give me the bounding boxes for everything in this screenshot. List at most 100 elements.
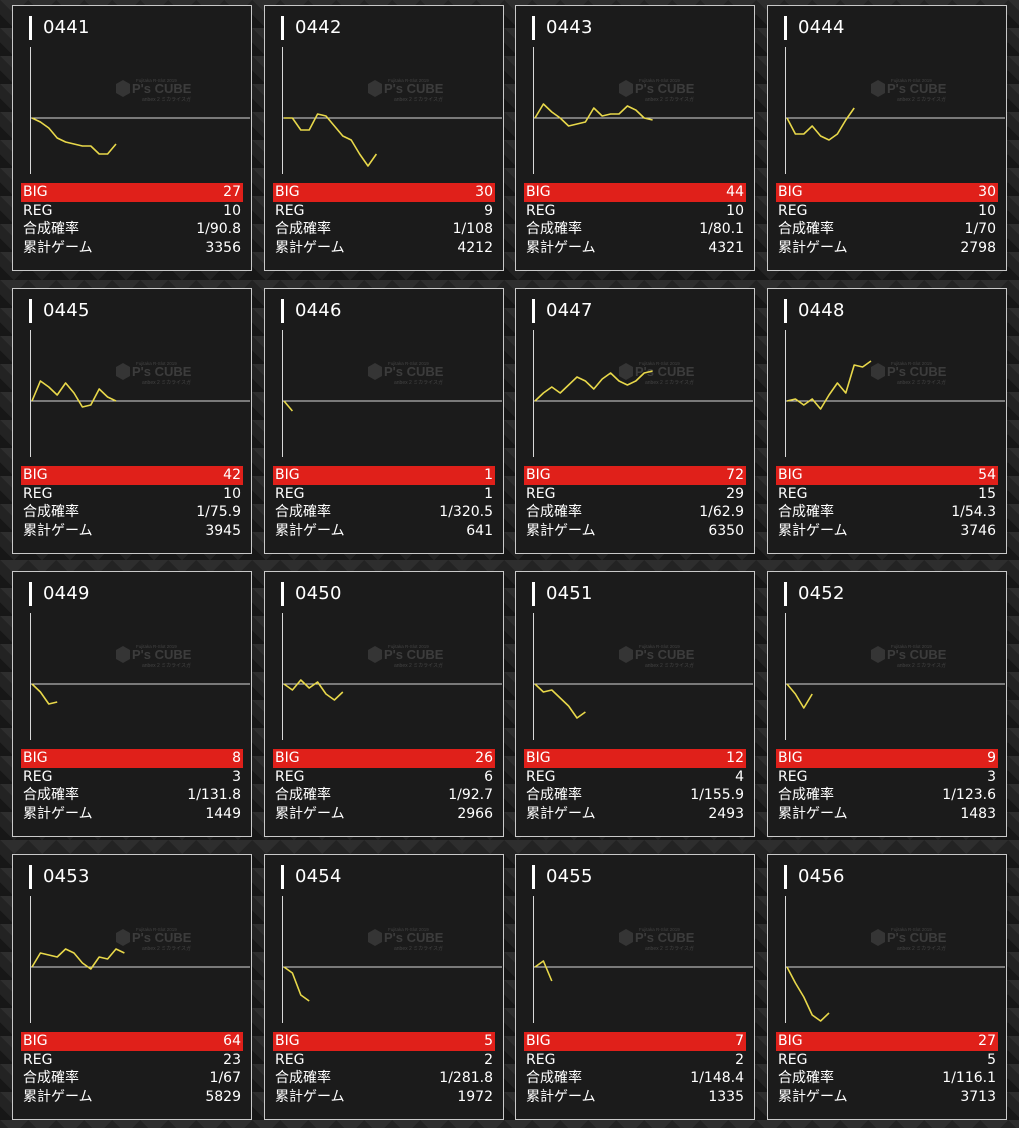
- reg-count: 1: [484, 485, 493, 502]
- big-row: BIG 64: [21, 1032, 243, 1051]
- ps-cube-watermark: Fujitaka R-Slot 2019 P's CUBE anbex 2 ミカ…: [116, 361, 192, 386]
- reg-row: REG 3: [21, 768, 243, 787]
- big-count: 30: [475, 184, 493, 200]
- stats-table: BIG 30 REG 9 合成確率 1/108 累計ゲーム 4212: [273, 183, 495, 257]
- machine-card-0455[interactable]: 0455 Fujitaka R-Slot 2019 P's CUBE anbex…: [515, 854, 755, 1120]
- rate-label: 合成確率: [275, 1070, 331, 1086]
- big-label: BIG: [23, 184, 48, 200]
- big-row: BIG 12: [524, 749, 746, 768]
- reg-row: REG 2: [524, 1051, 746, 1070]
- rate-row: 合成確率 1/62.9: [524, 503, 746, 522]
- ps-cube-watermark: Fujitaka R-Slot 2019 P's CUBE anbex 2 ミカ…: [871, 78, 947, 103]
- total-games: 1972: [457, 1088, 493, 1105]
- games-row: 累計ゲーム 2798: [776, 239, 998, 258]
- big-row: BIG 27: [776, 1032, 998, 1051]
- graph-line: [283, 966, 310, 1002]
- machine-card-0456[interactable]: 0456 Fujitaka R-Slot 2019 P's CUBE anbex…: [767, 854, 1007, 1120]
- reg-count: 10: [726, 202, 744, 219]
- cube-logo-icon: [116, 80, 130, 97]
- games-row: 累計ゲーム 5829: [21, 1088, 243, 1107]
- big-label: BIG: [778, 1033, 803, 1049]
- big-label: BIG: [526, 467, 551, 483]
- watermark-subtitle: Fujitaka R-Slot 2019: [639, 78, 680, 83]
- watermark-brand: P's CUBE: [132, 81, 192, 96]
- total-games: 4321: [708, 239, 744, 256]
- stats-table: BIG 5 REG 2 合成確率 1/281.8 累計ゲーム 1972: [273, 1032, 495, 1106]
- watermark-tagline: anbex 2 ミカライスガ: [897, 96, 946, 103]
- combined-rate: 1/148.4: [690, 1070, 744, 1086]
- machine-card-0451[interactable]: 0451 Fujitaka R-Slot 2019 P's CUBE anbex…: [515, 571, 755, 837]
- big-row: BIG 42: [21, 466, 243, 485]
- payout-graph: Fujitaka R-Slot 2019 P's CUBE anbex 2 ミカ…: [30, 330, 250, 457]
- machine-card-0452[interactable]: 0452 Fujitaka R-Slot 2019 P's CUBE anbex…: [767, 571, 1007, 837]
- games-label: 累計ゲーム: [526, 805, 596, 822]
- watermark-subtitle: Fujitaka R-Slot 2019: [639, 927, 680, 932]
- stats-table: BIG 7 REG 2 合成確率 1/148.4 累計ゲーム 1335: [524, 1032, 746, 1106]
- machine-card-0442[interactable]: 0442 Fujitaka R-Slot 2019 P's CUBE anbex…: [264, 5, 504, 271]
- reg-label: REG: [778, 485, 808, 502]
- cube-logo-icon: [871, 363, 885, 380]
- machine-card-0441[interactable]: 0441 Fujitaka R-Slot 2019 P's CUBE anbex…: [12, 5, 252, 271]
- cube-logo-icon: [619, 929, 633, 946]
- big-count: 1: [484, 467, 493, 483]
- stats-table: BIG 26 REG 6 合成確率 1/92.7 累計ゲーム 2966: [273, 749, 495, 823]
- machine-card-0446[interactable]: 0446 Fujitaka R-Slot 2019 P's CUBE anbex…: [264, 288, 504, 554]
- rate-label: 合成確率: [778, 1070, 834, 1086]
- big-label: BIG: [275, 1033, 300, 1049]
- total-games: 3945: [205, 522, 241, 539]
- machine-card-0445[interactable]: 0445 Fujitaka R-Slot 2019 P's CUBE anbex…: [12, 288, 252, 554]
- big-label: BIG: [778, 184, 803, 200]
- games-row: 累計ゲーム 3356: [21, 239, 243, 258]
- games-row: 累計ゲーム 3713: [776, 1088, 998, 1107]
- machine-card-0443[interactable]: 0443 Fujitaka R-Slot 2019 P's CUBE anbex…: [515, 5, 755, 271]
- graph-line: [786, 966, 830, 1022]
- payout-graph: Fujitaka R-Slot 2019 P's CUBE anbex 2 ミカ…: [785, 47, 1005, 174]
- reg-count: 23: [223, 1051, 241, 1068]
- big-label: BIG: [23, 467, 48, 483]
- ps-cube-watermark: Fujitaka R-Slot 2019 P's CUBE anbex 2 ミカ…: [619, 78, 695, 103]
- machine-card-0450[interactable]: 0450 Fujitaka R-Slot 2019 P's CUBE anbex…: [264, 571, 504, 837]
- rate-row: 合成確率 1/155.9: [524, 786, 746, 805]
- watermark-subtitle: Fujitaka R-Slot 2019: [639, 644, 680, 649]
- stats-table: BIG 30 REG 10 合成確率 1/70 累計ゲーム 2798: [776, 183, 998, 257]
- big-count: 9: [987, 750, 996, 766]
- games-row: 累計ゲーム 2493: [524, 805, 746, 824]
- ps-cube-watermark: Fujitaka R-Slot 2019 P's CUBE anbex 2 ミカ…: [368, 78, 444, 103]
- cube-logo-icon: [871, 646, 885, 663]
- rate-label: 合成確率: [23, 787, 79, 803]
- rate-label: 合成確率: [275, 221, 331, 237]
- watermark-tagline: anbex 2 ミカライスガ: [142, 945, 191, 952]
- watermark-tagline: anbex 2 ミカライスガ: [897, 662, 946, 669]
- graph-line: [786, 360, 872, 410]
- machine-number: 0448: [784, 299, 845, 323]
- machine-card-0453[interactable]: 0453 Fujitaka R-Slot 2019 P's CUBE anbex…: [12, 854, 252, 1120]
- machine-card-0454[interactable]: 0454 Fujitaka R-Slot 2019 P's CUBE anbex…: [264, 854, 504, 1120]
- watermark-subtitle: Fujitaka R-Slot 2019: [136, 644, 177, 649]
- big-row: BIG 72: [524, 466, 746, 485]
- machine-number: 0442: [281, 16, 342, 40]
- machine-card-0447[interactable]: 0447 Fujitaka R-Slot 2019 P's CUBE anbex…: [515, 288, 755, 554]
- rate-row: 合成確率 1/80.1: [524, 220, 746, 239]
- rate-row: 合成確率 1/281.8: [273, 1069, 495, 1088]
- graph-line: [31, 380, 117, 408]
- watermark-subtitle: Fujitaka R-Slot 2019: [388, 78, 429, 83]
- graph-line: [534, 370, 653, 402]
- reg-count: 2: [484, 1051, 493, 1068]
- machine-card-0448[interactable]: 0448 Fujitaka R-Slot 2019 P's CUBE anbex…: [767, 288, 1007, 554]
- rate-label: 合成確率: [275, 787, 331, 803]
- stats-table: BIG 44 REG 10 合成確率 1/80.1 累計ゲーム 4321: [524, 183, 746, 257]
- machine-card-0444[interactable]: 0444 Fujitaka R-Slot 2019 P's CUBE anbex…: [767, 5, 1007, 271]
- reg-row: REG 4: [524, 768, 746, 787]
- big-label: BIG: [526, 1033, 551, 1049]
- rate-row: 合成確率 1/90.8: [21, 220, 243, 239]
- reg-count: 15: [978, 485, 996, 502]
- machine-card-0449[interactable]: 0449 Fujitaka R-Slot 2019 P's CUBE anbex…: [12, 571, 252, 837]
- machine-number: 0456: [784, 865, 845, 889]
- big-row: BIG 44: [524, 183, 746, 202]
- games-row: 累計ゲーム 6350: [524, 522, 746, 541]
- big-count: 72: [726, 467, 744, 483]
- combined-rate: 1/131.8: [187, 787, 241, 803]
- watermark-subtitle: Fujitaka R-Slot 2019: [136, 361, 177, 366]
- watermark-subtitle: Fujitaka R-Slot 2019: [639, 361, 680, 366]
